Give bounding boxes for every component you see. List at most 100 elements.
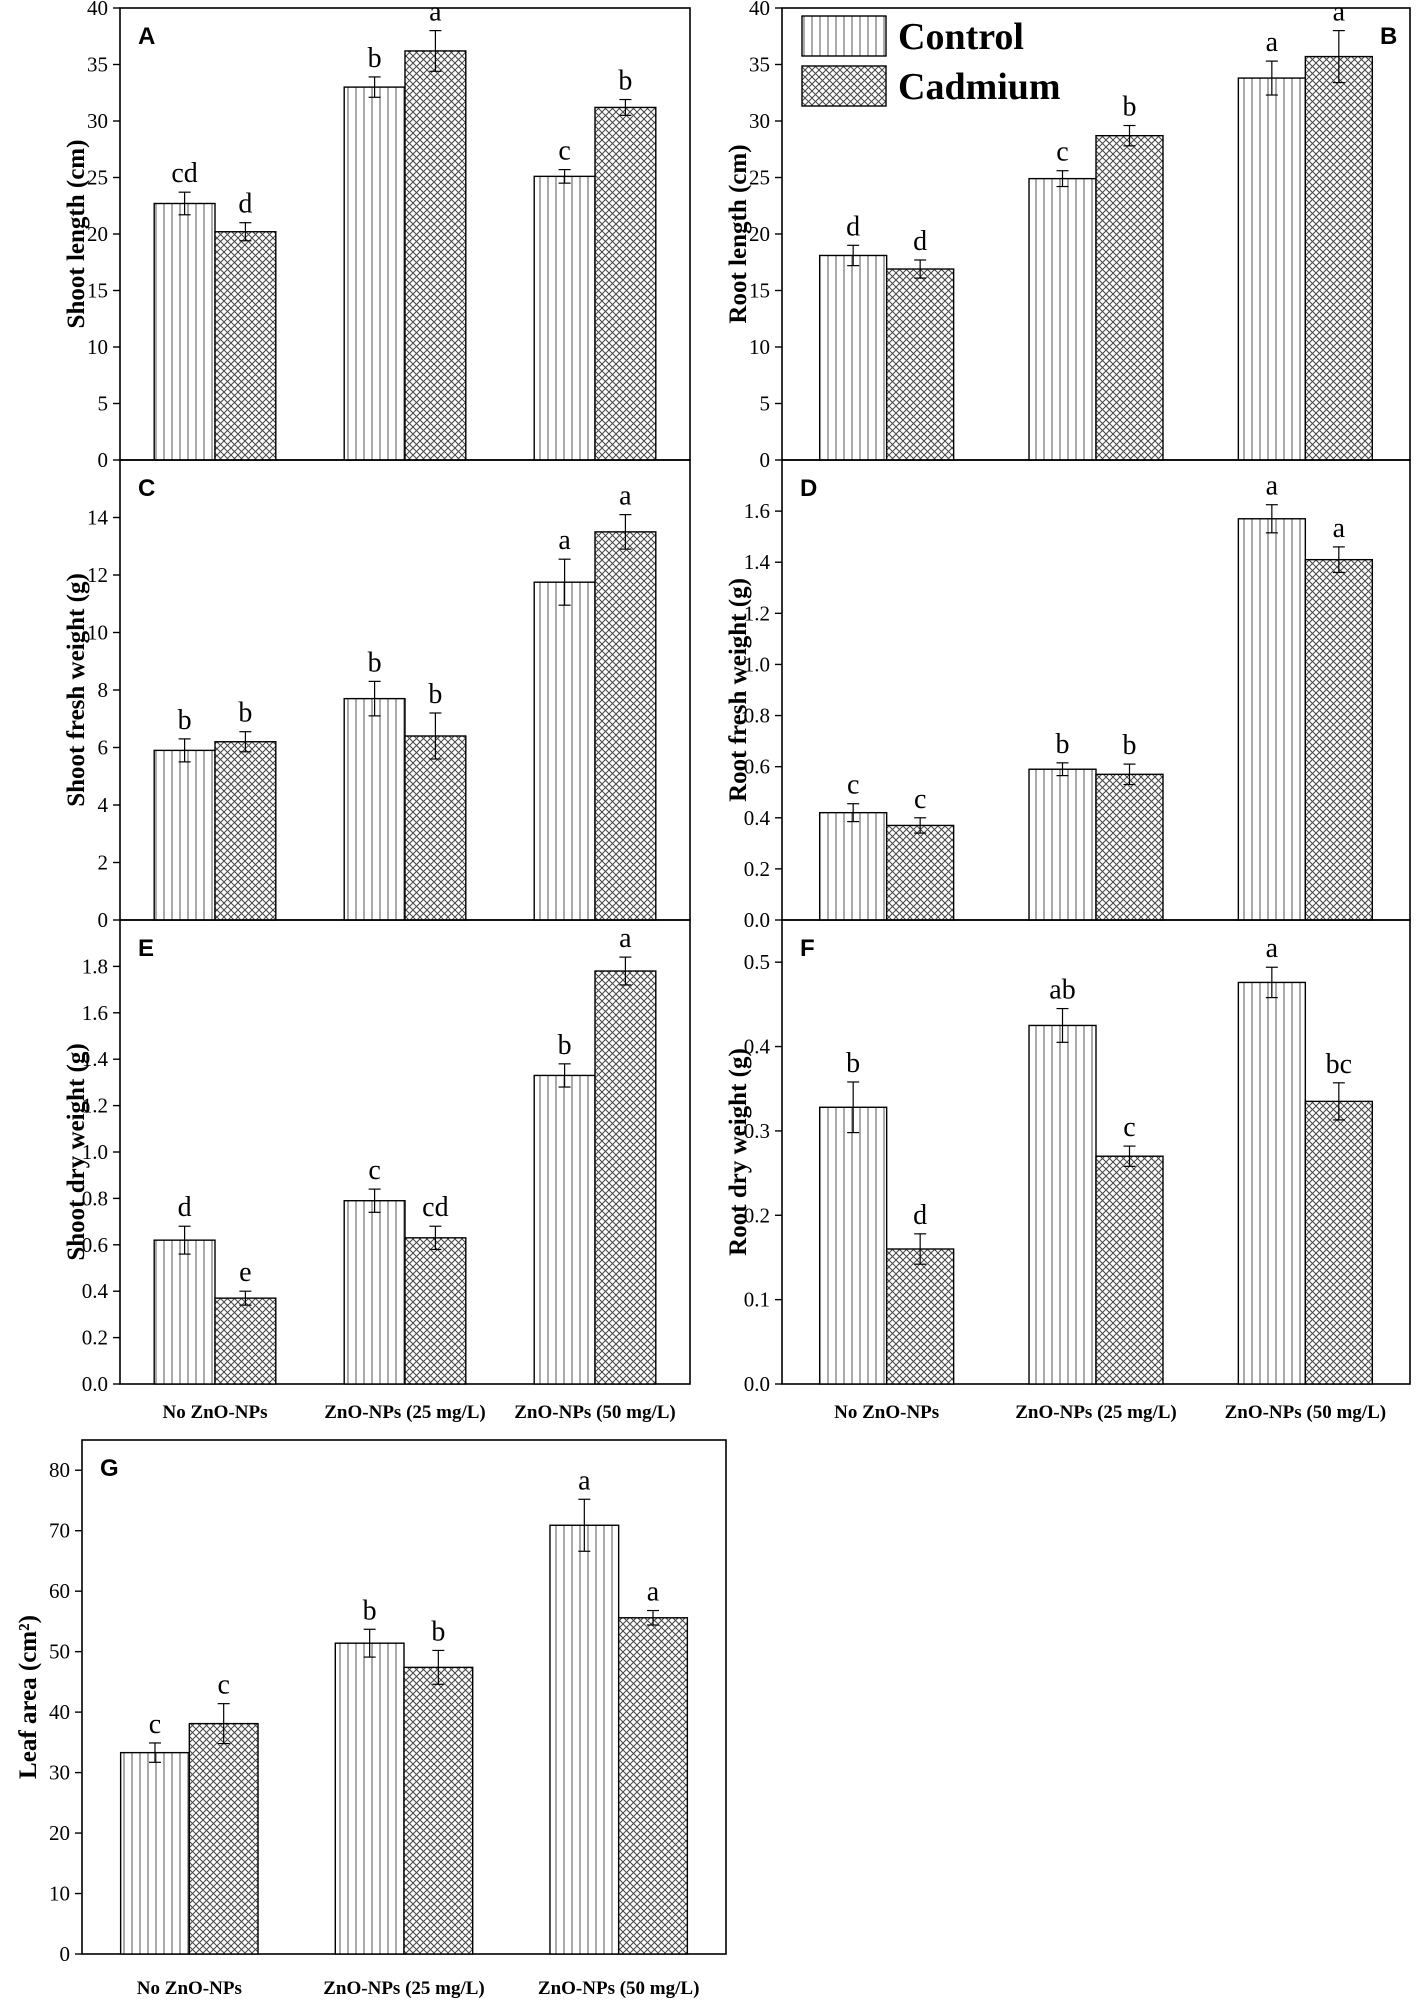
y-tick-label: 0.8 [82, 1186, 108, 1210]
significance-label: d [913, 1200, 927, 1231]
bar-cadmium [1095, 1155, 1164, 1385]
y-tick-label: 0.6 [744, 755, 770, 779]
y-tick-label: 10 [49, 1882, 70, 1906]
significance-label: c [1056, 137, 1068, 168]
y-axis-label: Leaf area (cm²) [15, 1615, 42, 1779]
category-label: ZnO-NPs (25 mg/L) [324, 1402, 486, 1423]
significance-label: c [558, 136, 570, 167]
bar-control [818, 811, 888, 921]
bar-cadmium [404, 1237, 467, 1385]
significance-label: b [431, 1616, 445, 1647]
bar-cadmium [1095, 134, 1164, 461]
y-tick-label: 1.6 [82, 1001, 108, 1025]
y-tick-label: 40 [749, 0, 770, 20]
significance-label: cd [422, 1192, 448, 1223]
bar-cadmium [1304, 558, 1374, 921]
panel-D: 0.0 0.2 0.4 0.6 0.8 1.0 1.2 1.4 1.6 Root fresh we… [725, 459, 1411, 932]
y-tick-label: 35 [87, 53, 108, 77]
bar-control [818, 1106, 888, 1385]
significance-label: c [217, 1670, 229, 1701]
significance-label: b [428, 679, 442, 710]
y-axis-label: Root dry weight (g) [725, 1048, 752, 1256]
y-tick-label: 15 [749, 279, 770, 303]
panel-G: 0 10 20 30 40 50 60 70 80 Leaf area (cm²) Gc c No Zn… [15, 1439, 727, 1999]
bar-cadmium [885, 268, 955, 461]
bar-cadmium [885, 1248, 955, 1385]
category-label: ZnO-NPs (25 mg/L) [323, 1978, 485, 1999]
y-tick-label: 10 [87, 335, 108, 359]
significance-label: b [558, 1030, 572, 1061]
significance-label: c [1123, 1112, 1135, 1143]
y-tick-label: 0.6 [82, 1233, 108, 1257]
y-tick-label: 0.2 [744, 857, 770, 881]
y-tick-label: 1.0 [82, 1140, 108, 1164]
significance-label: a [1266, 933, 1279, 964]
category-label: ZnO-NPs (25 mg/L) [1015, 1402, 1177, 1423]
y-axis-label: Shoot dry weight (g) [63, 1043, 90, 1260]
bar-cadmium [617, 1617, 689, 1955]
bar-control [343, 1200, 406, 1385]
bar-control [1028, 768, 1097, 921]
panel-letter: F [800, 935, 815, 962]
significance-label: d [238, 189, 252, 220]
y-tick-label: 0.1 [744, 1288, 770, 1312]
significance-label: b [1056, 729, 1070, 760]
y-tick-label: 5 [98, 392, 109, 416]
significance-label: bc [1326, 1049, 1352, 1080]
y-tick-label: 6 [98, 736, 109, 760]
legend-label-cadmium: Cadmium [898, 66, 1061, 108]
legend-swatch-control [801, 15, 887, 57]
panel-C: 0 2 4 6 8 10 12 14 Shoot fresh weight (g) Cb b b b a a [63, 459, 691, 932]
y-tick-label: 20 [49, 1821, 70, 1845]
category-label: No ZnO-NPs [162, 1402, 267, 1423]
bar-control [1237, 77, 1307, 461]
bar-cadmium [1095, 773, 1164, 921]
panel-E: 0.0 0.2 0.4 0.6 0.8 1.0 1.2 1.4 1.6 1.8 Shoot dry … [63, 919, 691, 1423]
bar-cadmium [1304, 1100, 1374, 1385]
significance-label: a [429, 0, 442, 28]
y-tick-label: 14 [87, 506, 109, 530]
significance-label: b [178, 705, 192, 736]
y-tick-label: 0.0 [744, 1372, 770, 1396]
significance-label: c [847, 770, 859, 801]
significance-label: c [149, 1709, 161, 1740]
bar-cadmium [403, 1666, 474, 1955]
significance-label: d [178, 1192, 192, 1223]
bar-cadmium [594, 970, 657, 1385]
significance-label: b [846, 1048, 860, 1079]
category-label: ZnO-NPs (50 mg/L) [538, 1978, 700, 1999]
bar-cadmium [214, 1297, 277, 1385]
significance-label: e [239, 1257, 251, 1288]
y-tick-label: 1.6 [744, 499, 770, 523]
y-tick-label: 10 [749, 335, 770, 359]
significance-label: a [1333, 0, 1346, 28]
y-tick-label: 8 [98, 678, 109, 702]
y-axis-label: Root length (cm) [725, 144, 752, 323]
significance-label: b [238, 698, 252, 729]
y-tick-label: 0 [760, 448, 771, 472]
y-tick-label: 50 [49, 1640, 70, 1664]
panel-letter: D [800, 475, 817, 502]
significance-label: a [558, 525, 571, 556]
y-tick-label: 0.2 [744, 1203, 770, 1227]
significance-label: b [368, 647, 382, 678]
panel-letter: G [100, 1455, 119, 1482]
bar-cadmium [214, 741, 277, 921]
y-tick-label: 1.4 [82, 1047, 109, 1071]
bar-cadmium [885, 824, 955, 921]
y-tick-label: 70 [49, 1519, 70, 1543]
category-label: ZnO-NPs (50 mg/L) [1225, 1402, 1387, 1423]
bar-control [153, 749, 216, 921]
y-tick-label: 20 [749, 222, 770, 246]
significance-label: ab [1049, 975, 1075, 1006]
y-tick-label: 30 [49, 1761, 70, 1785]
y-tick-label: 5 [760, 392, 771, 416]
significance-label: a [578, 1465, 591, 1496]
y-tick-label: 1.0 [744, 652, 770, 676]
y-tick-label: 0.5 [744, 950, 770, 974]
bar-cadmium [188, 1722, 259, 1955]
legend: Control Cadmium [801, 15, 1061, 108]
y-tick-label: 1.2 [744, 601, 770, 625]
bar-control [153, 1239, 216, 1385]
